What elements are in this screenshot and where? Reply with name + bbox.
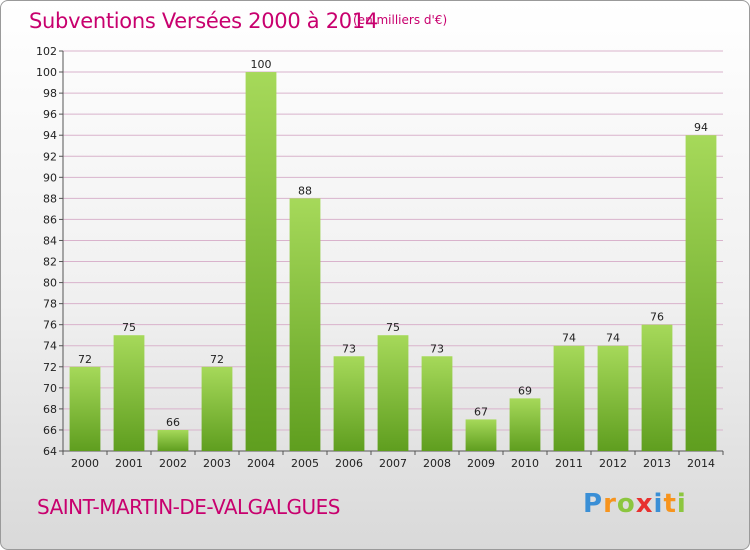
y-tick-label: 82 bbox=[43, 256, 57, 269]
x-tick-label: 2012 bbox=[599, 457, 627, 470]
logo-letter: x bbox=[635, 489, 654, 519]
x-tick-label: 2008 bbox=[423, 457, 451, 470]
bar bbox=[509, 398, 541, 451]
y-tick-label: 84 bbox=[43, 234, 57, 247]
x-tick-label: 2003 bbox=[203, 457, 231, 470]
bar bbox=[641, 324, 673, 451]
bar bbox=[289, 198, 321, 451]
x-tick-label: 2006 bbox=[335, 457, 363, 470]
bar bbox=[201, 366, 233, 451]
logo-letter: o bbox=[616, 489, 636, 519]
x-tick-label: 2001 bbox=[115, 457, 143, 470]
y-tick-label: 68 bbox=[43, 403, 57, 416]
y-tick-label: 92 bbox=[43, 150, 57, 163]
y-tick-label: 100 bbox=[36, 66, 57, 79]
bar bbox=[465, 419, 497, 451]
labels: 64 66 68 70 72 74 76 78 80 82 84 86 88 90 92 94 96 98 100 1… bbox=[36, 45, 715, 470]
y-tick-label: 74 bbox=[43, 340, 57, 353]
bar bbox=[597, 345, 629, 451]
logo-letter: i bbox=[653, 489, 664, 519]
logo-letter: i bbox=[676, 489, 687, 519]
proxiti-logo[interactable]: Proxiti bbox=[583, 489, 687, 519]
y-tick-label: 76 bbox=[43, 319, 57, 332]
data-label: 74 bbox=[606, 332, 620, 345]
data-label: 72 bbox=[210, 353, 224, 366]
y-tick-label: 78 bbox=[43, 298, 57, 311]
bar bbox=[421, 356, 453, 451]
x-tick-label: 2002 bbox=[159, 457, 187, 470]
x-tick-label: 2010 bbox=[511, 457, 539, 470]
bars bbox=[69, 72, 717, 452]
data-label: 75 bbox=[386, 321, 400, 334]
data-label: 73 bbox=[430, 342, 444, 355]
x-tick-label: 2005 bbox=[291, 457, 319, 470]
y-tick-label: 90 bbox=[43, 171, 57, 184]
data-label: 69 bbox=[518, 384, 532, 397]
chart-unit: (en milliers d'€) bbox=[353, 13, 448, 27]
bar bbox=[245, 72, 277, 451]
y-tick-label: 64 bbox=[43, 445, 57, 458]
x-tick-label: 2000 bbox=[71, 457, 99, 470]
data-label: 66 bbox=[166, 416, 180, 429]
data-label: 88 bbox=[298, 184, 312, 197]
y-tick-label: 98 bbox=[43, 87, 57, 100]
y-tick-label: 88 bbox=[43, 192, 57, 205]
logo-letter: r bbox=[603, 489, 617, 519]
y-tick-label: 96 bbox=[43, 108, 57, 121]
bar bbox=[69, 366, 101, 451]
y-tick-label: 86 bbox=[43, 213, 57, 226]
x-tick-label: 2004 bbox=[247, 457, 275, 470]
bar bbox=[553, 345, 585, 451]
x-tick-label: 2011 bbox=[555, 457, 583, 470]
x-tick-label: 2007 bbox=[379, 457, 407, 470]
data-label: 73 bbox=[342, 342, 356, 355]
bar bbox=[157, 429, 189, 451]
x-tick-label: 2013 bbox=[643, 457, 671, 470]
data-label: 74 bbox=[562, 332, 576, 345]
y-tick-label: 72 bbox=[43, 361, 57, 374]
bar bbox=[685, 135, 717, 452]
data-label: 100 bbox=[251, 58, 272, 71]
y-tick-label: 94 bbox=[43, 129, 57, 142]
data-label: 67 bbox=[474, 405, 488, 418]
data-label: 72 bbox=[78, 353, 92, 366]
data-label: 75 bbox=[122, 321, 136, 334]
data-label: 94 bbox=[694, 121, 708, 134]
y-tick-label: 70 bbox=[43, 382, 57, 395]
x-tick-label: 2014 bbox=[687, 457, 715, 470]
logo-letter: t bbox=[663, 489, 677, 519]
data-label: 76 bbox=[650, 311, 664, 324]
y-tick-label: 80 bbox=[43, 277, 57, 290]
x-tick-label: 2009 bbox=[467, 457, 495, 470]
bar bbox=[333, 356, 365, 451]
chart-title: Subventions Versées 2000 à 2014 bbox=[29, 9, 378, 33]
bar bbox=[113, 335, 145, 451]
y-tick-label: 66 bbox=[43, 424, 57, 437]
logo-letter: P bbox=[583, 489, 604, 519]
bar bbox=[377, 335, 409, 451]
commune-name: SAINT-MARTIN-DE-VALGALGUES bbox=[37, 495, 340, 519]
y-tick-label: 102 bbox=[36, 45, 57, 58]
